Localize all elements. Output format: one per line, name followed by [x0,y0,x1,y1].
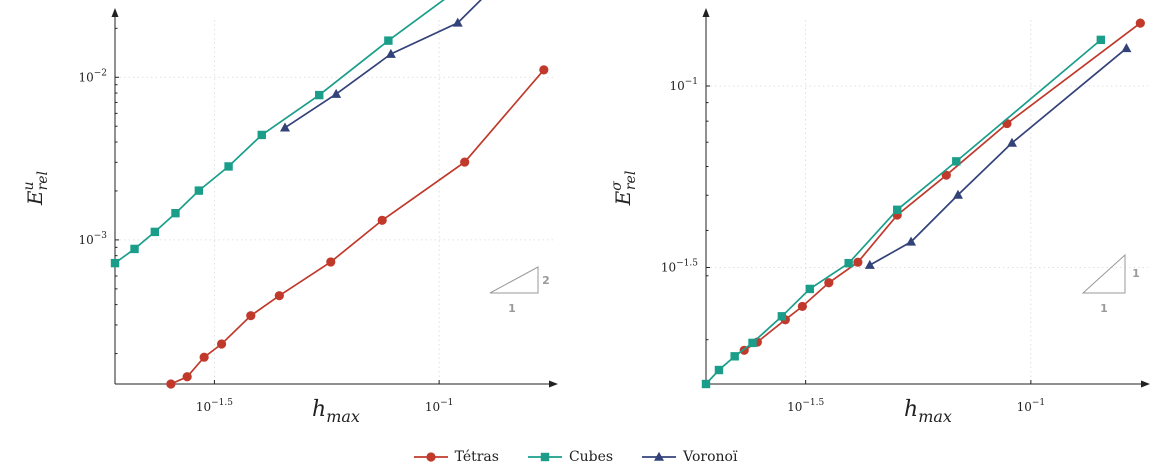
data-point [377,215,387,225]
legend: Tétras Cubes Voronoï [0,448,1150,466]
data-point [952,189,963,199]
series-line [705,39,1102,385]
series-line [284,0,482,129]
legend-label: Cubes [568,449,614,465]
data-point [274,291,284,301]
data-point [315,90,324,100]
data-point [864,259,875,269]
legend-swatch [527,452,562,462]
series-triangle [864,43,1132,269]
data-point [714,365,724,375]
data-point [906,236,917,246]
data-point [701,379,711,389]
data-point [952,157,961,166]
data-point [166,379,176,389]
data-point [1002,118,1012,129]
y-tick-label: 10−3 [78,231,107,247]
y-axis-arrow [111,8,119,17]
data-point [730,352,739,361]
series-line [114,0,445,264]
series-square [701,35,1106,389]
legend-item: Cubes [527,449,613,465]
legend-item: Voronoï [641,449,737,465]
data-point [216,339,227,349]
y-axis-label: Eurel [21,171,51,206]
series-line [869,47,1127,266]
slope-vertical-label: 2 [542,274,550,287]
data-point [199,352,209,362]
x-tick-label: 10−1.5 [787,398,824,414]
x-tick-label: 10−1.5 [196,398,233,414]
data-point [224,162,233,171]
series-circle [166,65,549,389]
data-point [941,170,951,180]
data-point [460,157,470,167]
legend-item: Tétras [413,449,499,465]
data-point [130,244,139,254]
x-axis-label: hmax [904,397,952,426]
legend-marker [540,452,550,462]
series-triangle [280,0,482,132]
data-point [110,258,120,268]
legend-marker [425,452,436,462]
data-point [384,36,393,45]
data-point [182,372,192,382]
x-tick-label: 10−1 [1017,398,1046,414]
data-point [805,284,814,294]
slope-triangle [489,266,539,294]
slope-triangle [1081,253,1126,294]
data-point [1135,18,1145,28]
data-point [194,186,204,195]
data-point [257,130,266,140]
y-axis-label: Eσrel [609,171,639,207]
data-point [748,338,757,348]
chart-panel-1: 10−1.5 10−1 10−3 10−2 hmax Eurel 1 2 [21,0,558,426]
y-tick-label: 10−1 [669,77,698,93]
x-axis-arrow [549,380,558,388]
series-circle [739,18,1145,355]
x-axis-arrow [1141,380,1150,388]
legend-swatch [642,451,677,461]
slope-horizontal-label: 1 [508,302,516,315]
data-point [280,122,291,132]
data-point [853,257,863,267]
x-tick-label: 10−1 [425,398,454,414]
data-point [539,65,549,75]
y-axis-arrow [702,8,710,17]
x-axis-label: hmax [312,397,360,426]
slope-vertical-label: 1 [1132,267,1140,280]
legend-label: Tétras [454,449,499,465]
data-point [171,208,180,218]
data-point [331,88,342,98]
y-tick-label: 10−1.5 [661,258,698,274]
legend-label: Voronoï [683,449,738,465]
legend-swatch [413,452,448,462]
data-point [844,258,853,268]
series-line [743,22,1141,352]
data-point [1096,35,1106,45]
data-point [893,205,902,214]
data-point [150,227,160,237]
data-point [326,257,336,267]
series-line [170,69,545,385]
data-point [385,48,396,58]
data-point [824,278,834,288]
data-point [452,17,463,27]
chart-panel-2: 10−1.5 10−1 10−1.5 10−1 hmax Eσrel 1 1 [609,8,1150,426]
data-point [777,312,787,321]
data-point [1006,137,1017,147]
y-tick-label: 10−2 [78,68,107,84]
data-point [797,301,807,312]
series-square [110,0,445,268]
data-point [246,311,256,321]
legend-marker [654,451,665,461]
slope-horizontal-label: 1 [1100,302,1108,315]
data-point [1121,43,1132,53]
